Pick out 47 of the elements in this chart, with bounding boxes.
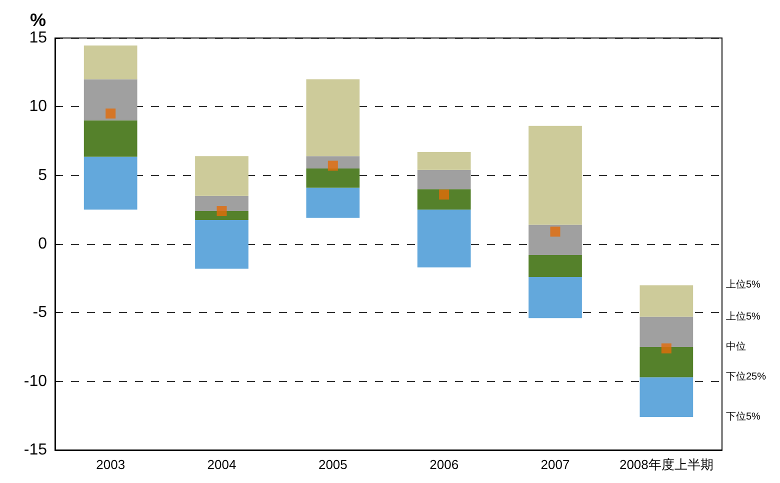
x-tick-label: 2003 [96, 457, 126, 472]
bar [417, 152, 471, 170]
y-tick-label: 5 [38, 166, 48, 184]
point [661, 343, 672, 354]
text: 下位25% [726, 370, 766, 383]
bar [640, 285, 694, 317]
bar [195, 156, 248, 196]
bar [84, 46, 138, 80]
bar [417, 210, 471, 268]
text: 上位5% [726, 310, 761, 322]
bar [640, 377, 694, 418]
bar [84, 156, 138, 210]
bar [84, 79, 138, 120]
point [550, 226, 560, 237]
bar [528, 224, 582, 255]
bar [640, 347, 694, 378]
bar [84, 120, 138, 157]
bar [528, 254, 582, 277]
text: 下位5% [726, 410, 761, 423]
bar [528, 276, 582, 318]
bar [306, 79, 360, 156]
point [439, 190, 450, 200]
x-tick-label: 2007 [540, 457, 570, 472]
x-tick-label: 2008年度上半期 [619, 457, 714, 472]
x-tick-label: 2004 [207, 457, 236, 472]
y-tick-label: 15 [29, 30, 48, 46]
y-tick-label: 0 [38, 236, 48, 252]
x-tick-label: 2006 [430, 457, 459, 472]
bar [640, 316, 694, 347]
bar [195, 220, 248, 269]
bar [417, 189, 471, 210]
y-tick-label: 10 [29, 98, 48, 116]
bar [306, 188, 360, 218]
bar [195, 196, 248, 212]
bar [417, 170, 471, 190]
y-tick-label: -15 [24, 442, 48, 458]
bar [306, 168, 360, 188]
point [216, 206, 227, 216]
bar [528, 126, 582, 225]
y-axis-title: % [30, 10, 46, 30]
point [328, 160, 338, 171]
text: 上位5% [726, 278, 761, 291]
x-tick-label: 2005 [318, 457, 348, 472]
y-tick-label: -10 [24, 372, 48, 390]
point [106, 108, 116, 119]
text: 中位 [726, 340, 746, 352]
y-tick-label: -5 [32, 304, 48, 322]
